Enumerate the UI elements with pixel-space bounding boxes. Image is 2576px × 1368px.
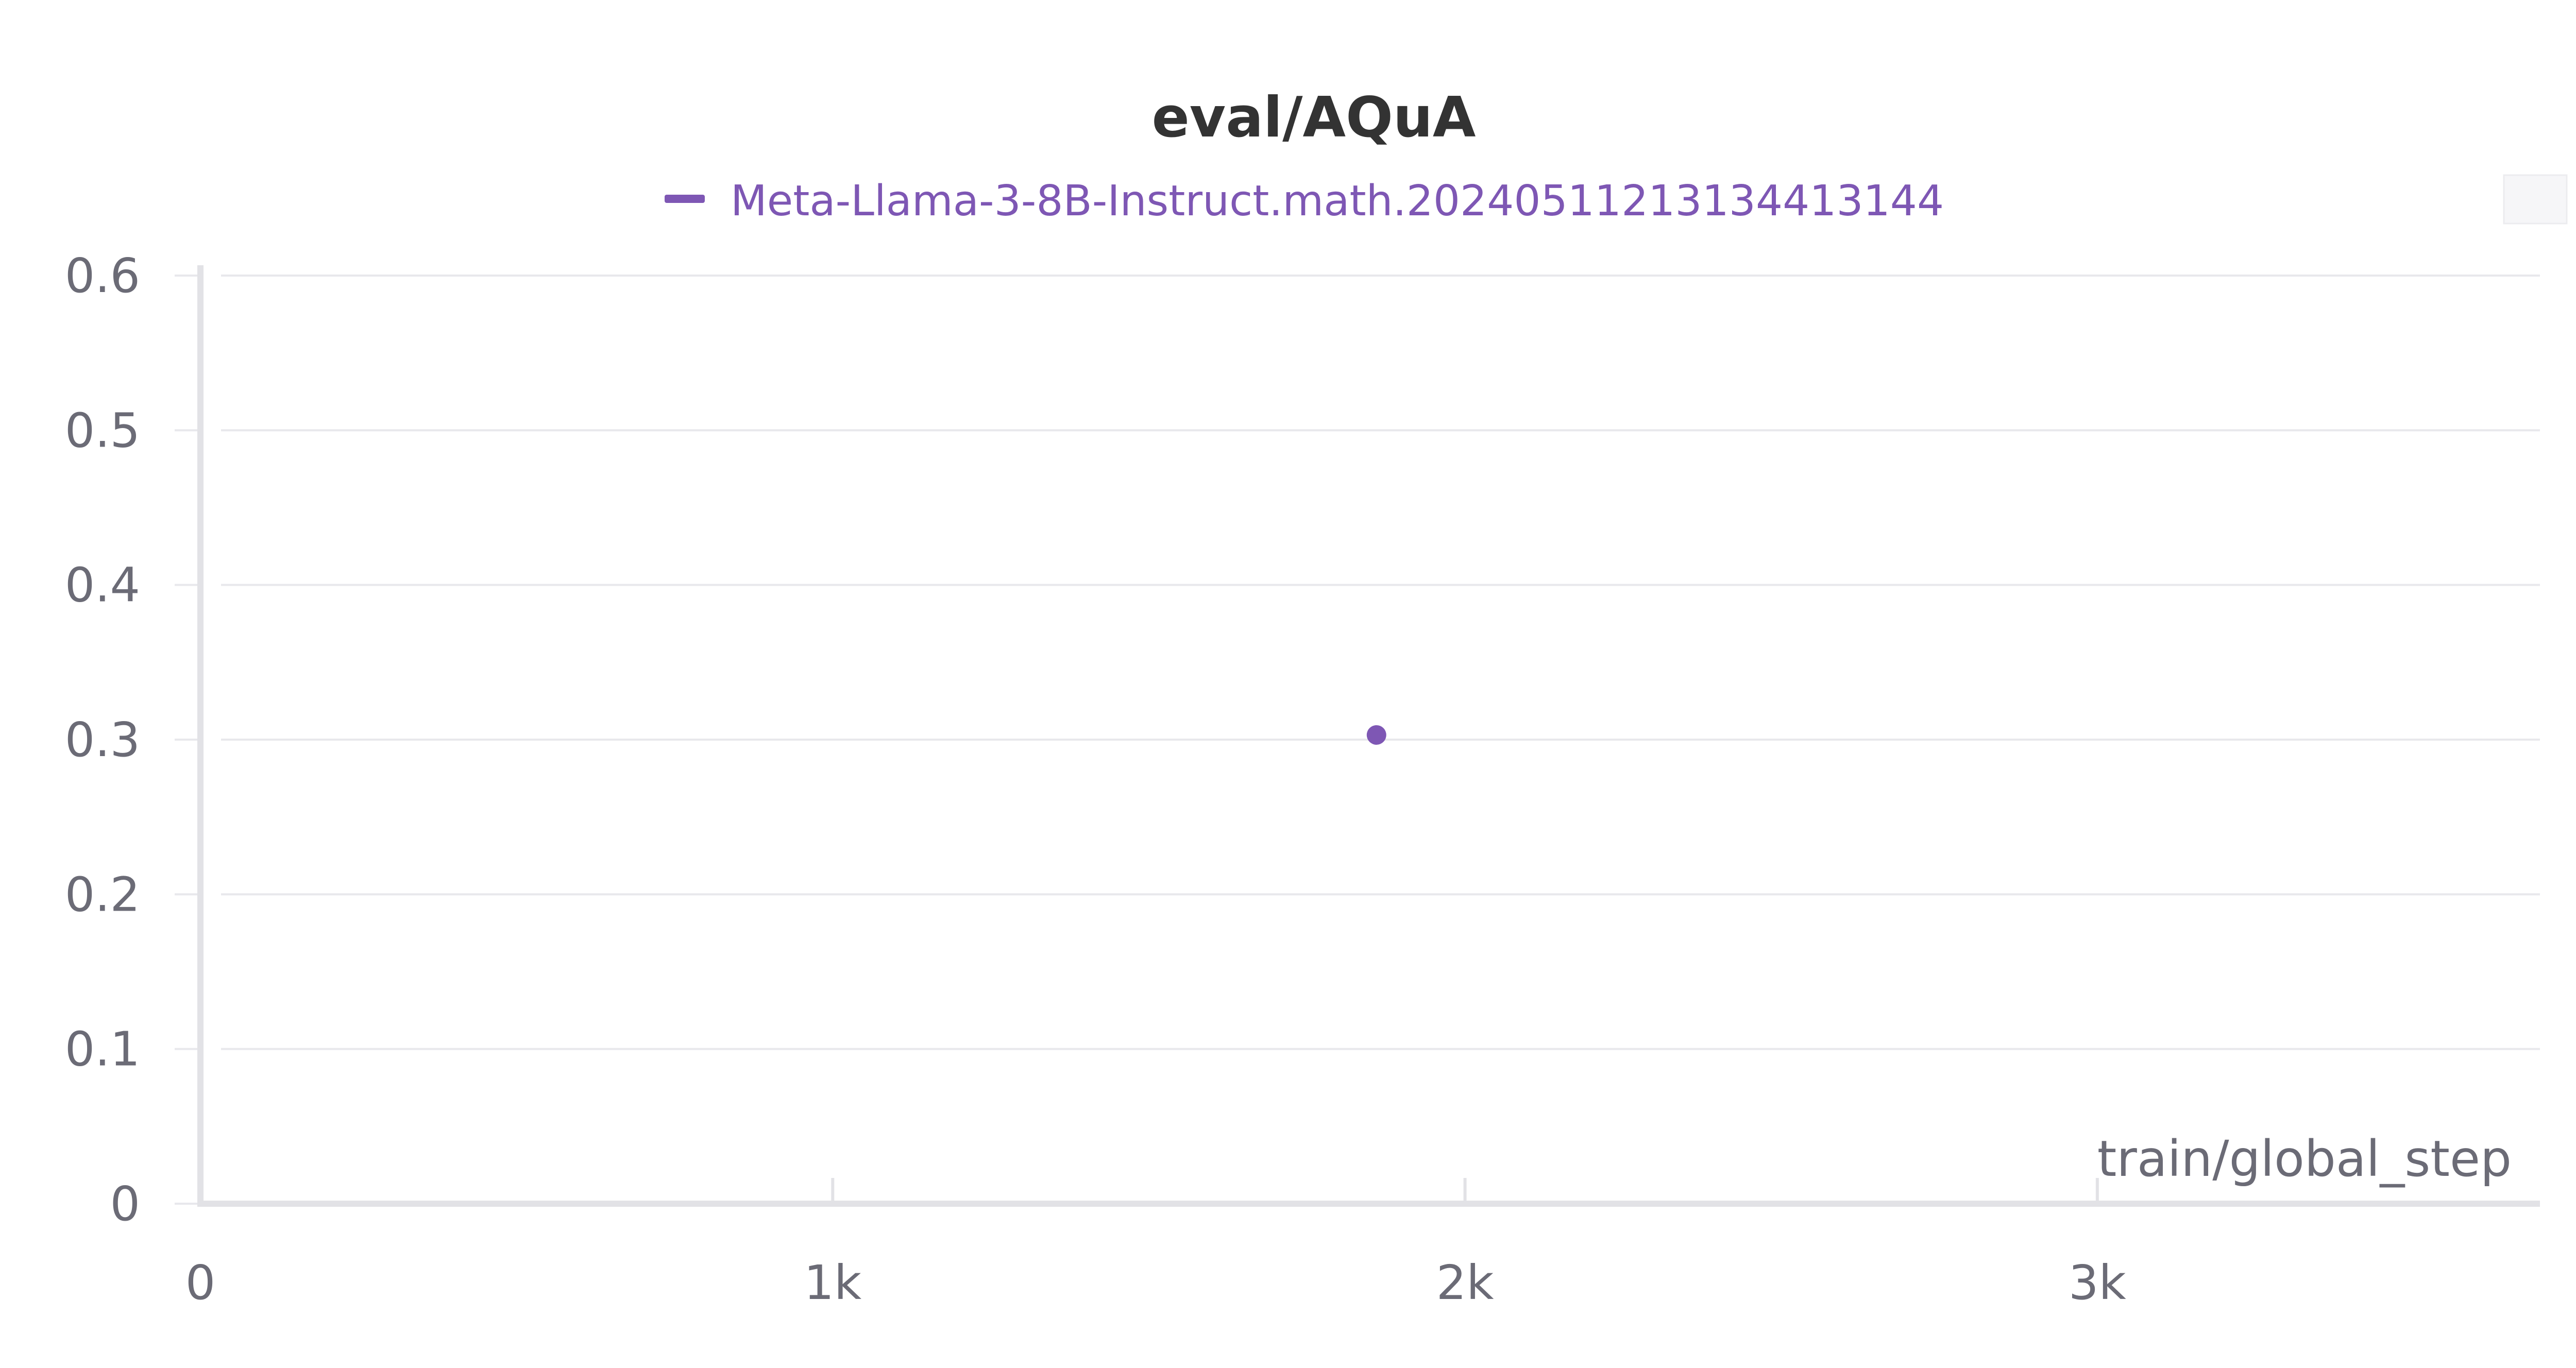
chart-title: eval/AQuA — [1152, 86, 1476, 150]
legend-label: Meta-Llama-3-8B-Instruct.math.2024051121… — [731, 177, 1944, 226]
y-tick-label: 0.2 — [65, 867, 140, 922]
y-tick-label: 0.4 — [65, 558, 140, 613]
y-tick-label: 0.5 — [65, 403, 140, 458]
grid-lines — [175, 275, 2540, 1205]
chart-menu-button[interactable] — [2503, 174, 2568, 225]
legend-swatch-icon — [665, 195, 705, 203]
x-tick-label: 0 — [185, 1255, 216, 1310]
tick-labels: 0 0.1 0.2 0.3 0.4 0.5 0.6 0 1k 2k 3k — [65, 248, 2127, 1310]
y-tick-label: 0.6 — [65, 248, 140, 303]
y-tick-label: 0 — [110, 1176, 140, 1232]
x-tick-label: 1k — [804, 1255, 862, 1310]
y-tick-label: 0.3 — [65, 712, 140, 767]
x-axis-label: train/global_step — [2097, 1130, 2512, 1188]
y-tick-label: 0.1 — [65, 1022, 140, 1077]
legend[interactable]: Meta-Llama-3-8B-Instruct.math.2024051121… — [665, 177, 1944, 226]
x-tick-label: 3k — [2069, 1255, 2127, 1310]
axes — [197, 265, 2540, 1207]
data-points — [1366, 725, 1386, 745]
x-tick-label: 2k — [1436, 1255, 1495, 1310]
data-point[interactable] — [1366, 725, 1386, 745]
